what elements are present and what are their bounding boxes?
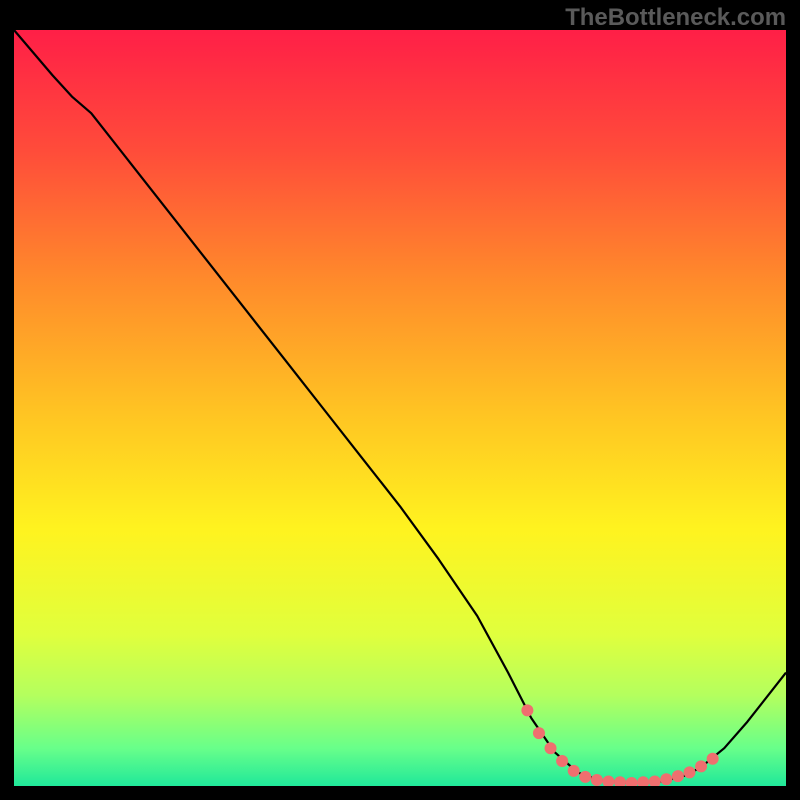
marker-point	[533, 727, 545, 739]
marker-point	[707, 753, 719, 765]
marker-point	[695, 760, 707, 772]
marker-point	[684, 766, 696, 778]
marker-point	[556, 755, 568, 767]
marker-point	[568, 765, 580, 777]
marker-point	[672, 770, 684, 782]
gradient-background	[14, 30, 786, 786]
watermark-text: TheBottleneck.com	[565, 4, 786, 32]
marker-point	[521, 704, 533, 716]
marker-point	[545, 742, 557, 754]
plot-area	[14, 30, 786, 786]
chart-svg	[14, 30, 786, 786]
marker-point	[660, 773, 672, 785]
marker-point	[591, 774, 603, 786]
marker-point	[579, 771, 591, 783]
chart-container: TheBottleneck.com	[0, 0, 800, 800]
